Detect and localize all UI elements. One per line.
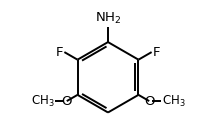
Text: O: O — [144, 95, 154, 108]
Text: F: F — [56, 46, 64, 59]
Text: NH$_2$: NH$_2$ — [95, 11, 121, 26]
Text: CH$_3$: CH$_3$ — [31, 94, 54, 109]
Text: CH$_3$: CH$_3$ — [162, 94, 185, 109]
Text: O: O — [62, 95, 72, 108]
Text: F: F — [152, 46, 160, 59]
